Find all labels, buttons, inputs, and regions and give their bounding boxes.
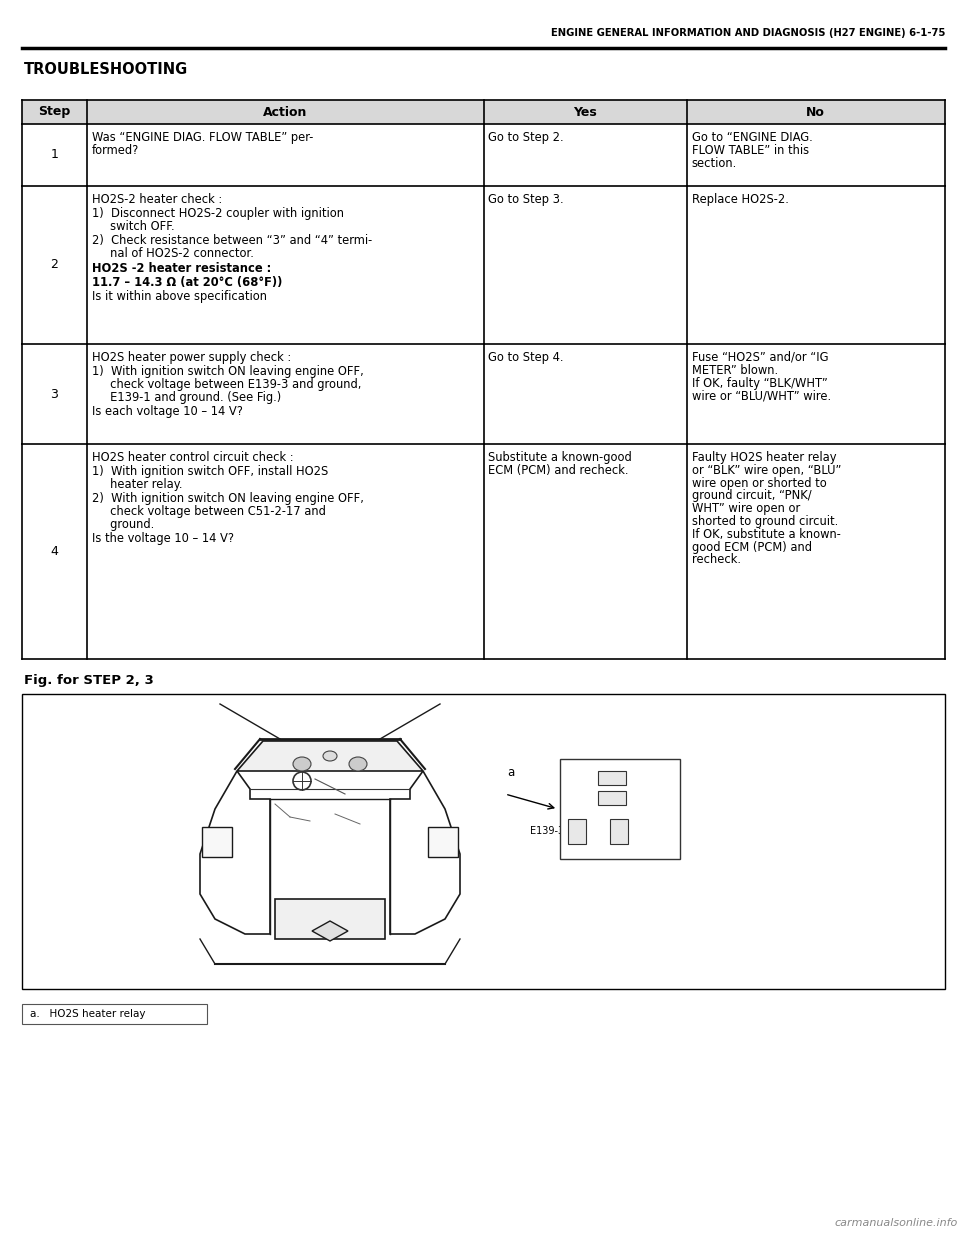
Text: 11.7 – 14.3 Ω (at 20°C (68°F)): 11.7 – 14.3 Ω (at 20°C (68°F)): [91, 275, 282, 289]
Bar: [22, 100, 945, 124]
Text: Is the voltage 10 – 14 V?: Is the voltage 10 – 14 V?: [91, 532, 233, 546]
Text: Go to Step 2.: Go to Step 2.: [489, 131, 564, 144]
Polygon shape: [237, 741, 423, 771]
Text: Fuse “HO2S” and/or “IG: Fuse “HO2S” and/or “IG: [691, 351, 828, 364]
Ellipse shape: [349, 757, 367, 771]
Text: METER” blown.: METER” blown.: [691, 364, 778, 377]
Text: E139-1 and ground. (See Fig.): E139-1 and ground. (See Fig.): [91, 391, 281, 404]
Polygon shape: [312, 921, 348, 941]
Text: a: a: [507, 766, 515, 779]
Text: ENGINE GENERAL INFORMATION AND DIAGNOSIS (H27 ENGINE) 6-1-75: ENGINE GENERAL INFORMATION AND DIAGNOSIS…: [551, 28, 945, 38]
Text: WHT” wire open or: WHT” wire open or: [691, 503, 800, 515]
Bar: [568, 819, 586, 844]
Text: a.   HO2S heater relay: a. HO2S heater relay: [30, 1009, 146, 1019]
Text: TROUBLESHOOTING: TROUBLESHOOTING: [24, 62, 188, 77]
Text: E139-1: E139-1: [631, 773, 665, 783]
Text: Go to “ENGINE DIAG.: Go to “ENGINE DIAG.: [691, 131, 812, 144]
Text: FLOW TABLE” in this: FLOW TABLE” in this: [691, 143, 808, 157]
Text: or “BLK” wire open, “BLU”: or “BLK” wire open, “BLU”: [691, 464, 841, 477]
Text: HO2S -2 heater resistance :: HO2S -2 heater resistance :: [91, 262, 271, 274]
Text: shorted to ground circuit.: shorted to ground circuit.: [691, 515, 838, 529]
Text: Was “ENGINE DIAG. FLOW TABLE” per-: Was “ENGINE DIAG. FLOW TABLE” per-: [91, 131, 313, 144]
Text: wire or “BLU/WHT” wire.: wire or “BLU/WHT” wire.: [691, 389, 830, 403]
Text: No: No: [806, 105, 826, 119]
Text: Yes: Yes: [573, 105, 597, 119]
Text: Fig. for STEP 2, 3: Fig. for STEP 2, 3: [24, 674, 154, 687]
Bar: [275, 899, 385, 939]
Text: carmanualsonline.info: carmanualsonline.info: [835, 1218, 958, 1228]
Text: nal of HO2S-2 connector.: nal of HO2S-2 connector.: [91, 247, 253, 261]
Text: HO2S heater control circuit check :: HO2S heater control circuit check :: [91, 451, 293, 464]
Text: wire open or shorted to: wire open or shorted to: [691, 477, 827, 489]
Text: HO2S-2 heater check :: HO2S-2 heater check :: [91, 193, 222, 206]
Text: Go to Step 3.: Go to Step 3.: [489, 193, 564, 206]
Bar: [22, 694, 945, 989]
Text: If OK, faulty “BLK/WHT”: If OK, faulty “BLK/WHT”: [691, 377, 828, 389]
Text: E139-2: E139-2: [631, 793, 665, 803]
Text: 1)  With ignition switch ON leaving engine OFF,: 1) With ignition switch ON leaving engin…: [91, 366, 363, 378]
Ellipse shape: [293, 757, 311, 771]
Text: 2: 2: [50, 258, 59, 272]
Text: ECM (PCM) and recheck.: ECM (PCM) and recheck.: [489, 464, 629, 477]
Text: Faulty HO2S heater relay: Faulty HO2S heater relay: [691, 451, 836, 464]
Text: HO2S heater power supply check :: HO2S heater power supply check :: [91, 351, 291, 364]
Text: E139-3: E139-3: [530, 826, 564, 836]
Text: 1: 1: [50, 148, 59, 162]
Text: Action: Action: [263, 105, 307, 119]
Text: ground.: ground.: [91, 517, 154, 531]
Bar: [598, 771, 626, 785]
Text: 2)  With ignition switch ON leaving engine OFF,: 2) With ignition switch ON leaving engin…: [91, 493, 364, 505]
Text: check voltage between C51-2-17 and: check voltage between C51-2-17 and: [91, 505, 325, 519]
Text: 1)  With ignition switch OFF, install HO2S: 1) With ignition switch OFF, install HO2…: [91, 466, 328, 478]
Bar: [560, 760, 680, 860]
Polygon shape: [390, 771, 460, 934]
Text: good ECM (PCM) and: good ECM (PCM) and: [691, 541, 811, 553]
Text: E139-4: E139-4: [632, 826, 666, 836]
Text: check voltage between E139-3 and ground,: check voltage between E139-3 and ground,: [91, 378, 361, 391]
Text: 3: 3: [50, 388, 59, 400]
Text: heater relay.: heater relay.: [91, 478, 182, 492]
Text: Go to Step 4.: Go to Step 4.: [489, 351, 564, 364]
Text: 2)  Check resistance between “3” and “4” termi-: 2) Check resistance between “3” and “4” …: [91, 235, 372, 247]
Bar: [202, 827, 232, 857]
Text: section.: section.: [691, 157, 737, 169]
Text: Substitute a known-good: Substitute a known-good: [489, 451, 633, 464]
Ellipse shape: [323, 751, 337, 761]
Text: recheck.: recheck.: [691, 553, 740, 567]
Text: formed?: formed?: [91, 143, 139, 157]
Text: 4: 4: [50, 545, 59, 558]
Bar: [610, 819, 628, 844]
Bar: [428, 827, 458, 857]
Bar: [22, 1004, 207, 1024]
Polygon shape: [200, 771, 270, 934]
Text: Replace HO2S-2.: Replace HO2S-2.: [691, 193, 788, 206]
Text: ground circuit, “PNK/: ground circuit, “PNK/: [691, 489, 811, 503]
Text: Is it within above specification: Is it within above specification: [91, 290, 267, 303]
Text: Is each voltage 10 – 14 V?: Is each voltage 10 – 14 V?: [91, 405, 243, 419]
Text: 1)  Disconnect HO2S-2 coupler with ignition: 1) Disconnect HO2S-2 coupler with igniti…: [91, 207, 344, 220]
Text: Step: Step: [38, 105, 70, 119]
Text: switch OFF.: switch OFF.: [91, 220, 174, 233]
Text: If OK, substitute a known-: If OK, substitute a known-: [691, 527, 840, 541]
Bar: [598, 790, 626, 805]
